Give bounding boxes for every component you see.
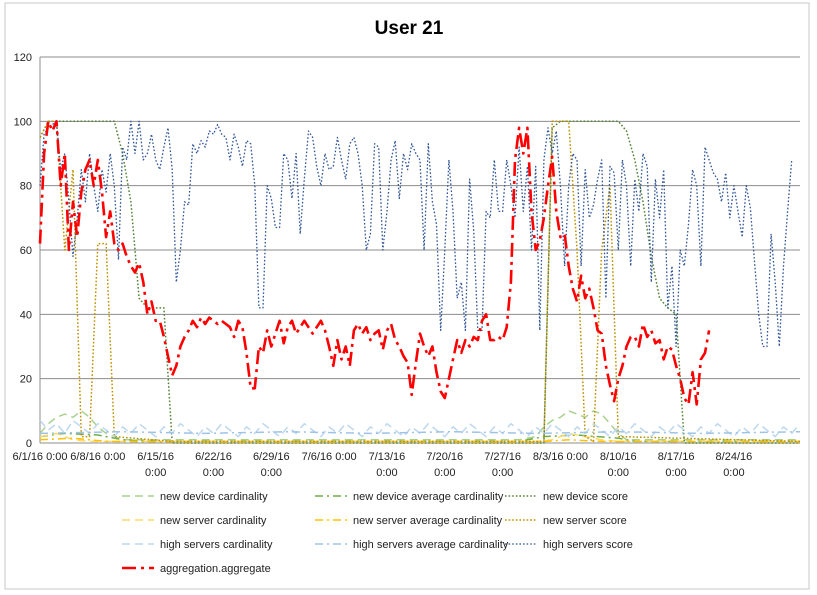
legend-label: new device cardinality bbox=[160, 491, 268, 503]
y-tick-label: 60 bbox=[20, 245, 32, 257]
x-tick-label: 8/24/16 0:00 bbox=[716, 451, 753, 479]
gridlines bbox=[39, 56, 800, 444]
x-tick-label: 6/1/16 0:00 bbox=[12, 451, 67, 463]
legend: new device cardinality new device average… bbox=[122, 491, 633, 575]
x-axis-ticks: 6/1/16 0:00 6/8/16 0:00 6/15/16 0:00 6/22/16… bbox=[12, 451, 752, 479]
x-tick-label: 6/8/16 0:00 bbox=[70, 451, 125, 463]
legend-label: new server score bbox=[543, 515, 627, 527]
x-tick-label: 6/22/16 0:00 bbox=[195, 451, 232, 479]
legend-label: aggregation.aggregate bbox=[160, 563, 271, 575]
legend-label: new server average cardinality bbox=[353, 515, 503, 527]
x-tick-label: 6/29/16 0:00 bbox=[253, 451, 290, 479]
legend-label: new device average cardinality bbox=[353, 491, 504, 503]
x-tick-label: 8/10/16 0:00 bbox=[600, 451, 637, 479]
y-tick-label: 120 bbox=[14, 52, 32, 64]
series-line-new-server-average-cardinality bbox=[39, 437, 801, 443]
y-tick-label: 40 bbox=[20, 309, 32, 321]
legend-label: new device score bbox=[543, 491, 628, 503]
x-tick-label: 8/3/16 0:00 bbox=[533, 451, 588, 463]
series-line-new-device-cardinality bbox=[39, 410, 800, 441]
chart-title: User 21 bbox=[375, 18, 444, 39]
series-line-high-servers-average-cardinality bbox=[39, 430, 801, 435]
legend-label: new server cardinality bbox=[160, 515, 267, 527]
y-axis-ticks: 0 20 40 60 80 100 120 bbox=[14, 52, 32, 450]
legend-label: high servers score bbox=[543, 539, 633, 551]
chart-border bbox=[4, 2, 810, 590]
series-line-new-device-score bbox=[39, 120, 800, 444]
legend-label: high servers average cardinality bbox=[353, 539, 509, 551]
x-tick-label: 7/13/16 0:00 bbox=[369, 451, 406, 479]
x-tick-label: 7/6/16 0:00 bbox=[302, 451, 357, 463]
x-tick-label: 7/20/16 0:00 bbox=[426, 451, 463, 479]
legend-label: high servers cardinality bbox=[160, 539, 273, 551]
series-lines bbox=[38, 120, 801, 444]
y-tick-label: 100 bbox=[14, 116, 32, 128]
series-line-aggregation-aggregate bbox=[38, 120, 711, 406]
series-line-high-servers-score bbox=[39, 120, 793, 348]
series-line-new-server-score bbox=[39, 120, 801, 443]
y-tick-label: 80 bbox=[20, 181, 32, 193]
x-tick-label: 8/17/16 0:00 bbox=[658, 451, 695, 479]
y-tick-label: 20 bbox=[20, 374, 32, 386]
series-line-high-servers-cardinality bbox=[39, 419, 801, 438]
x-tick-label: 6/15/16 0:00 bbox=[137, 451, 174, 479]
x-tick-label: 7/27/16 0:00 bbox=[484, 451, 521, 479]
y-tick-label: 0 bbox=[26, 438, 32, 450]
